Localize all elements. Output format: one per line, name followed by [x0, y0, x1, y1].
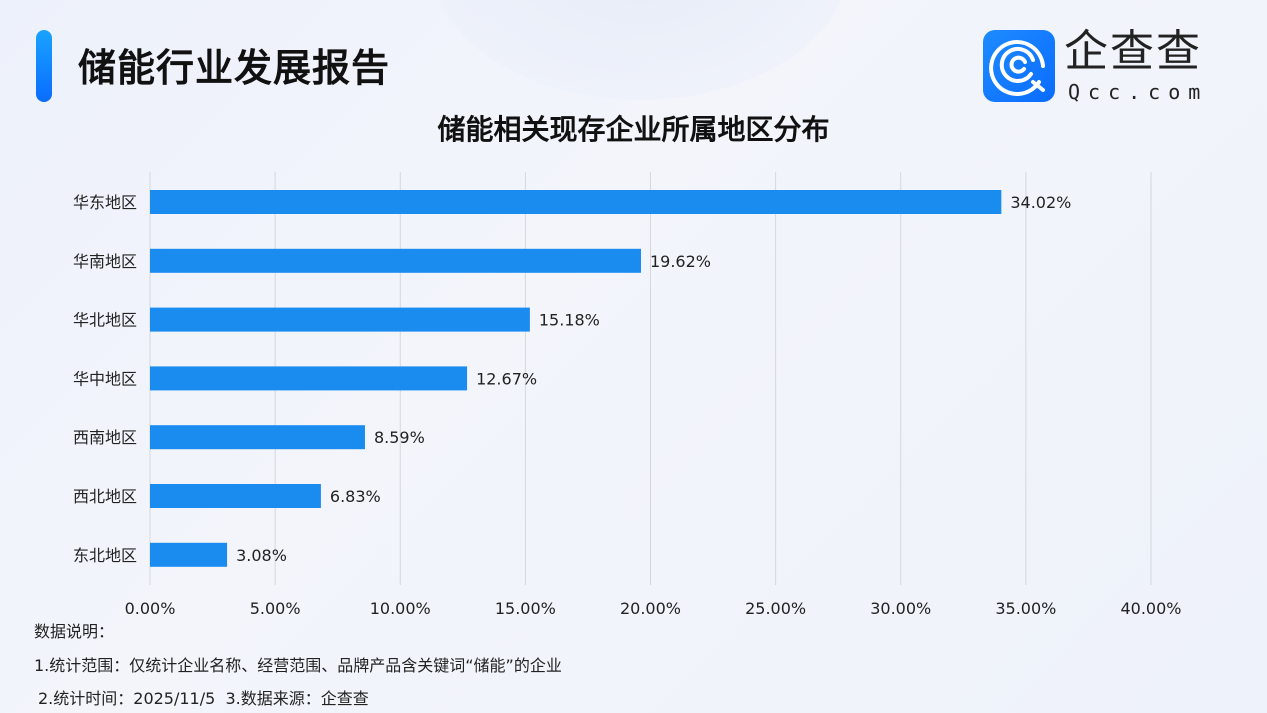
- x-tick-label: 0.00%: [125, 599, 176, 618]
- y-category-label: 西北地区: [73, 487, 137, 506]
- x-tick-label: 35.00%: [995, 599, 1056, 618]
- data-label: 19.62%: [650, 252, 711, 271]
- x-tick-label: 10.00%: [370, 599, 431, 618]
- y-category-label: 华东地区: [73, 193, 137, 212]
- data-label: 6.83%: [330, 487, 381, 506]
- x-tick-label: 25.00%: [745, 599, 806, 618]
- qcc-logo-icon: [983, 30, 1055, 102]
- y-category-label: 东北地区: [73, 546, 137, 565]
- y-category-label: 华北地区: [73, 311, 137, 330]
- y-category-label: 华南地区: [73, 252, 137, 271]
- notes-line-1: 1.统计范围：仅统计企业名称、经营范围、品牌产品含关键词“储能”的企业: [34, 656, 562, 675]
- bar: [150, 366, 468, 391]
- x-tick-label: 20.00%: [620, 599, 681, 618]
- chart-title: 储能相关现存企业所属地区分布: [437, 113, 830, 146]
- logo-text: 企查查: [1064, 26, 1202, 77]
- y-category-label: 西南地区: [73, 428, 137, 447]
- logo-subtext: Qcc.com: [1068, 80, 1209, 104]
- data-label: 12.67%: [476, 369, 537, 388]
- x-tick-label: 5.00%: [250, 599, 301, 618]
- report-title: 储能行业发展报告: [78, 46, 391, 90]
- x-tick-label: 40.00%: [1120, 599, 1181, 618]
- x-tick-label: 30.00%: [870, 599, 931, 618]
- x-tick-label: 15.00%: [495, 599, 556, 618]
- notes-line-2: 2.统计时间：2025/11/5 3.数据来源：企查查: [38, 689, 369, 708]
- title-accent-bar: [36, 30, 52, 102]
- bar: [150, 307, 530, 332]
- data-label: 34.02%: [1010, 193, 1071, 212]
- data-label: 3.08%: [236, 546, 287, 565]
- y-category-label: 华中地区: [73, 369, 137, 388]
- data-label: 8.59%: [374, 428, 425, 447]
- bar: [150, 425, 365, 450]
- bar: [150, 248, 641, 273]
- data-label: 15.18%: [539, 311, 600, 330]
- bar: [150, 542, 228, 567]
- notes-heading: 数据说明：: [34, 622, 115, 641]
- bar: [150, 484, 321, 508]
- bar: [150, 190, 1002, 214]
